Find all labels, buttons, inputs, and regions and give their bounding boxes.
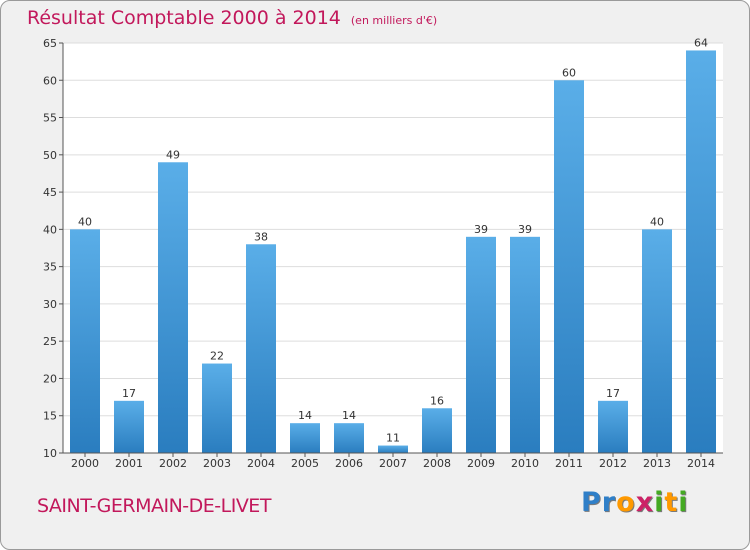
- bar[interactable]: [554, 80, 584, 453]
- logo-letter: o: [616, 487, 636, 518]
- bar-value-label: 60: [562, 66, 576, 79]
- y-tick-label: 45: [43, 186, 57, 199]
- bar-value-label: 64: [694, 36, 708, 49]
- chart-title-text: Résultat Comptable 2000 à 2014: [27, 7, 341, 29]
- logo-letter: i: [678, 487, 689, 518]
- bar-value-label: 14: [298, 409, 312, 422]
- bar[interactable]: [510, 236, 540, 453]
- chart-title: Résultat Comptable 2000 à 2014 (en millie…: [27, 7, 437, 29]
- y-tick-label: 20: [43, 372, 57, 385]
- bar-value-label: 14: [342, 409, 356, 422]
- x-tick-label: 2011: [555, 457, 583, 470]
- x-tick-label: 2008: [423, 457, 451, 470]
- x-tick-label: 2004: [247, 457, 275, 470]
- y-tick-label: 50: [43, 149, 57, 162]
- place-name: SAINT-GERMAIN-DE-LIVET: [37, 495, 271, 517]
- bar-value-label: 40: [78, 215, 92, 228]
- bar-value-label: 40: [650, 215, 664, 228]
- y-tick-label: 10: [43, 447, 57, 460]
- bar[interactable]: [158, 162, 188, 454]
- bar[interactable]: [334, 423, 364, 453]
- bar-value-label: 39: [518, 223, 532, 236]
- y-tick-label: 65: [43, 37, 57, 50]
- bar[interactable]: [642, 229, 672, 453]
- x-tick-label: 2001: [115, 457, 143, 470]
- x-tick-label: 2014: [687, 457, 715, 470]
- logo-letter: t: [664, 487, 679, 518]
- logo-letter: r: [601, 487, 617, 518]
- bar[interactable]: [202, 363, 232, 453]
- bar-value-label: 39: [474, 223, 488, 236]
- x-tick-label: 2013: [643, 457, 671, 470]
- x-tick-label: 2007: [379, 457, 407, 470]
- y-tick-label: 55: [43, 112, 57, 125]
- bar-value-label: 17: [122, 387, 136, 400]
- bar[interactable]: [70, 229, 100, 453]
- bar[interactable]: [598, 400, 628, 453]
- bar-value-label: 16: [430, 394, 444, 407]
- bar[interactable]: [466, 236, 496, 453]
- x-tick-label: 2012: [599, 457, 627, 470]
- x-tick-label: 2002: [159, 457, 187, 470]
- bar[interactable]: [290, 423, 320, 453]
- bar[interactable]: [422, 408, 452, 453]
- x-tick-label: 2006: [335, 457, 363, 470]
- bar[interactable]: [686, 50, 716, 454]
- proxiti-logo[interactable]: Proxiti: [581, 487, 689, 518]
- bar-value-label: 17: [606, 387, 620, 400]
- x-tick-label: 2009: [467, 457, 495, 470]
- y-tick-label: 35: [43, 261, 57, 274]
- bar[interactable]: [114, 400, 144, 453]
- bar-value-label: 22: [210, 350, 224, 363]
- x-tick-label: 2003: [203, 457, 231, 470]
- x-tick-label: 2010: [511, 457, 539, 470]
- y-tick-label: 60: [43, 74, 57, 87]
- logo-letter: i: [654, 487, 665, 518]
- y-tick-label: 15: [43, 410, 57, 423]
- bar[interactable]: [378, 445, 408, 453]
- logo-letter: P: [581, 487, 602, 518]
- bar[interactable]: [246, 244, 276, 453]
- x-tick-label: 2000: [71, 457, 99, 470]
- logo-letter: x: [635, 487, 655, 518]
- bar-value-label: 38: [254, 230, 268, 243]
- y-tick-label: 25: [43, 335, 57, 348]
- bar-value-label: 11: [386, 432, 400, 445]
- y-tick-label: 40: [43, 223, 57, 236]
- x-tick-label: 2005: [291, 457, 319, 470]
- y-tick-label: 30: [43, 298, 57, 311]
- bar-value-label: 49: [166, 148, 180, 161]
- chart-subtitle: (en milliers d'€): [350, 14, 438, 27]
